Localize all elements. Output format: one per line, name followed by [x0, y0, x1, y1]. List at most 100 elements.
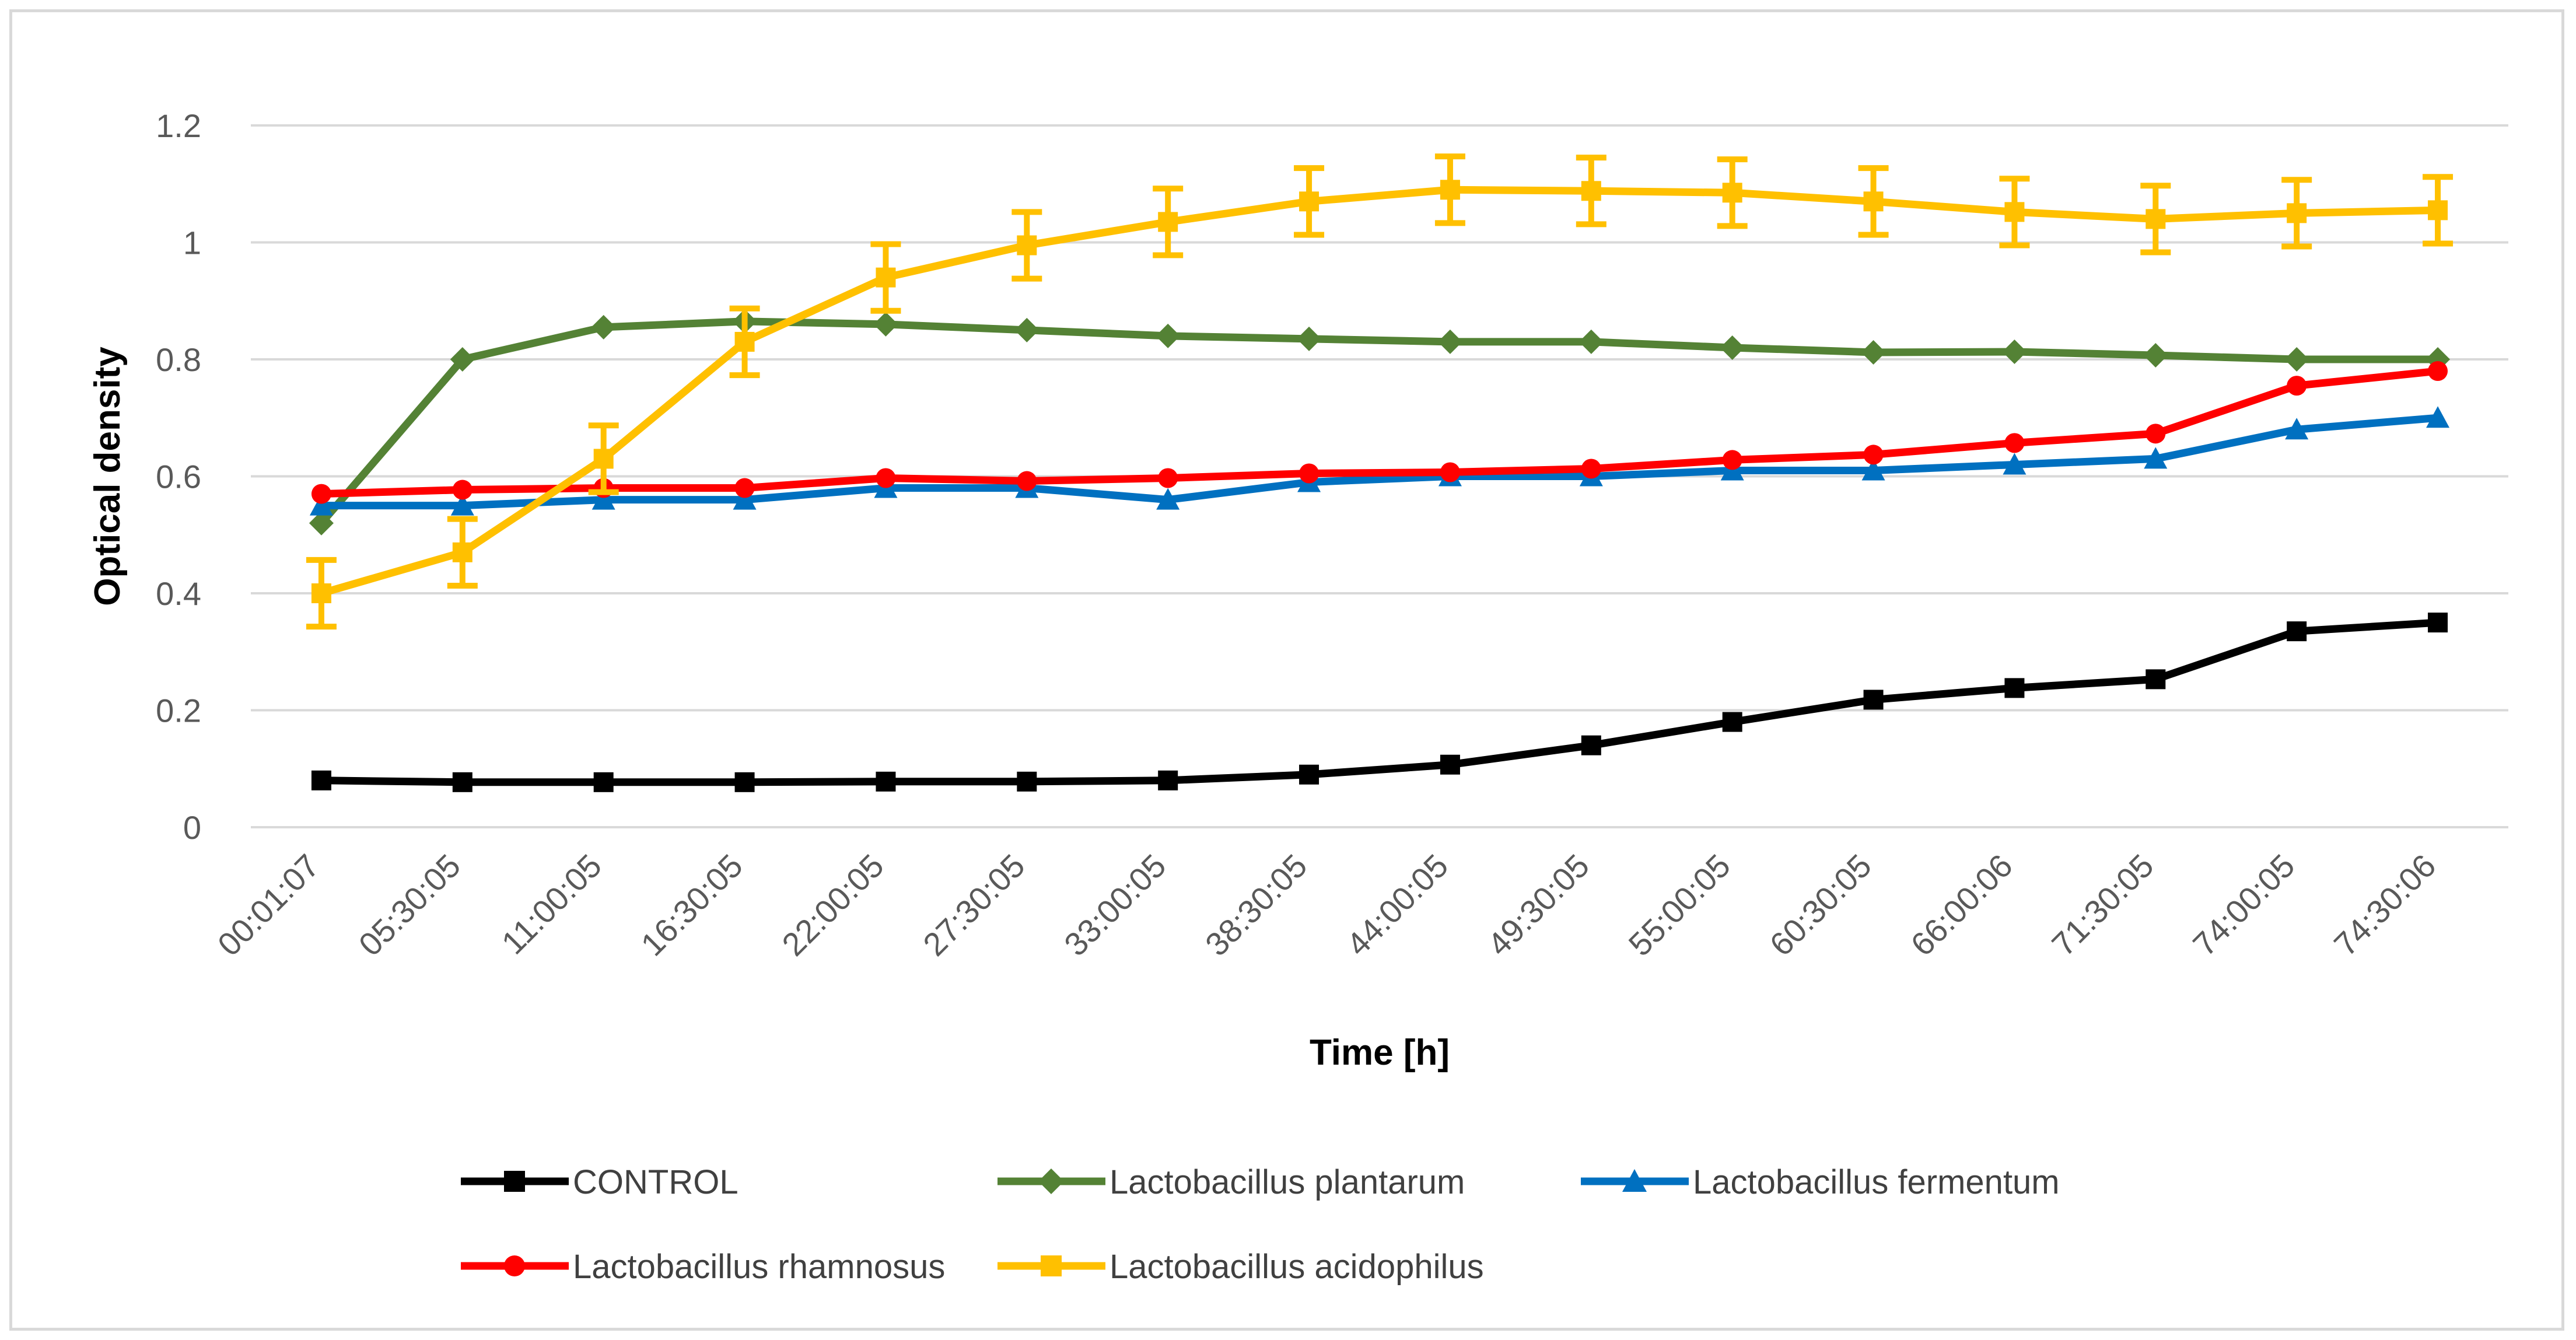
x-tick-label: 74:00:05	[2186, 847, 2302, 963]
legend-marker-lactobacillus-acidophilus	[1041, 1255, 1062, 1276]
control-point	[876, 771, 896, 792]
lactobacillus-plantarum-point	[2284, 347, 2309, 372]
control-point	[1299, 764, 1320, 785]
x-tick-label: 22:00:05	[775, 847, 891, 963]
lactobacillus-acidophilus-line	[317, 186, 2442, 597]
lactobacillus-fermentum-point	[1861, 459, 1885, 481]
lactobacillus-plantarum-point	[1014, 317, 1040, 342]
lactobacillus-acidophilus-point	[1299, 191, 1320, 212]
lactobacillus-rhamnosus-point	[1440, 462, 1460, 482]
lactobacillus-acidophilus-point	[734, 331, 755, 352]
lactobacillus-fermentum-point	[592, 488, 615, 510]
lactobacillus-fermentum-point	[309, 494, 333, 516]
lactobacillus-acidophilus-point	[1017, 235, 1037, 256]
lactobacillus-rhamnosus-point	[1581, 459, 1601, 479]
lactobacillus-rhamnosus-point	[1017, 471, 1037, 491]
lactobacillus-acidophilus-point	[593, 449, 614, 469]
lactobacillus-acidophilus-point	[2287, 203, 2307, 223]
lactobacillus-plantarum-point	[450, 347, 475, 372]
x-tick-label: 11:00:05	[494, 847, 608, 961]
x-tick-label: 44:00:05	[1339, 847, 1455, 963]
lactobacillus-rhamnosus-point	[311, 484, 331, 504]
lactobacillus-acidophilus-point	[1863, 191, 1884, 212]
control-point	[1017, 771, 1037, 792]
lactobacillus-rhamnosus-point	[1158, 468, 1178, 488]
x-tick-label: 55:00:05	[1621, 847, 1737, 963]
lactobacillus-plantarum-point	[873, 312, 898, 337]
lactobacillus-rhamnosus-point	[734, 478, 755, 498]
control-point	[311, 770, 331, 790]
lactobacillus-plantarum-point	[309, 510, 334, 536]
control-line	[317, 618, 2442, 786]
lactobacillus-fermentum-point	[2003, 453, 2027, 475]
legend-marker-control	[504, 1171, 525, 1192]
y-tick-label: 0.8	[156, 341, 201, 378]
control-point	[1158, 770, 1178, 790]
lactobacillus-rhamnosus-point	[2287, 376, 2307, 396]
lactobacillus-rhamnosus-point	[876, 468, 896, 488]
control-point	[2287, 621, 2307, 642]
legend-label-lactobacillus-plantarum: Lactobacillus plantarum	[1110, 1163, 1465, 1201]
lactobacillus-plantarum-point	[2143, 342, 2168, 368]
y-tick-label: 0	[183, 809, 201, 846]
legend-label-lactobacillus-acidophilus: Lactobacillus acidophilus	[1110, 1248, 1484, 1286]
lactobacillus-rhamnosus-point	[452, 480, 473, 500]
lactobacillus-fermentum-line	[317, 414, 2442, 510]
legend-marker-lactobacillus-fermentum	[1622, 1169, 1647, 1192]
y-tick-label: 0.4	[156, 575, 201, 612]
y-tick-label: 1.2	[156, 107, 201, 144]
control-point	[1863, 690, 1884, 710]
x-tick-label: 27:30:05	[916, 847, 1032, 963]
control-point	[1440, 754, 1460, 775]
y-tick-label: 1	[183, 225, 201, 261]
lactobacillus-plantarum-point	[1861, 340, 1886, 365]
lactobacillus-plantarum-point	[1720, 335, 1745, 360]
lactobacillus-acidophilus-point	[1722, 183, 1742, 203]
x-tick-label: 05:30:05	[352, 847, 468, 963]
lactobacillus-plantarum-point	[1156, 323, 1181, 348]
lactobacillus-fermentum-point	[2285, 418, 2309, 440]
lactobacillus-acidophilus-point	[2428, 200, 2448, 221]
lactobacillus-fermentum-point	[1156, 488, 1180, 510]
lactobacillus-fermentum-point	[2144, 447, 2168, 469]
lactobacillus-plantarum-point	[1297, 326, 1322, 351]
x-tick-label: 00:01:07	[211, 847, 327, 963]
y-tick-label: 0.6	[156, 459, 201, 495]
lactobacillus-acidophilus-point	[1158, 212, 1178, 232]
x-tick-label: 71:30:05	[2045, 847, 2161, 963]
lactobacillus-acidophilus-point	[311, 583, 331, 603]
x-axis-title: Time [h]	[1310, 1033, 1450, 1073]
x-tick-label: 74:30:06	[2327, 847, 2443, 963]
lactobacillus-acidophilus-point	[876, 267, 896, 288]
lactobacillus-acidophilus-point	[2004, 202, 2025, 222]
control-point	[1722, 712, 1742, 732]
lactobacillus-fermentum-point	[2426, 406, 2450, 428]
control-point	[593, 772, 614, 792]
y-tick-label: 0.2	[156, 692, 201, 729]
x-tick-label: 49:30:05	[1480, 847, 1597, 963]
legend-marker-lactobacillus-plantarum	[1038, 1168, 1064, 1194]
x-tick-label: 16:30:05	[634, 847, 750, 963]
lactobacillus-rhamnosus-line	[317, 367, 2442, 498]
lactobacillus-acidophilus-point	[1440, 180, 1460, 200]
lactobacillus-acidophilus-point	[2146, 209, 2166, 229]
x-tick-label: 60:30:05	[1762, 847, 1878, 963]
lactobacillus-rhamnosus-point	[1299, 463, 1320, 484]
x-tick-label: 38:30:05	[1198, 847, 1314, 963]
control-point	[2146, 669, 2166, 690]
control-point	[452, 772, 473, 792]
lactobacillus-fermentum-point	[450, 494, 474, 516]
lactobacillus-rhamnosus-point	[1863, 445, 1884, 465]
control-point	[1581, 735, 1601, 755]
x-tick-label: 33:00:05	[1057, 847, 1173, 963]
lactobacillus-rhamnosus-point	[1722, 450, 1742, 470]
lactobacillus-rhamnosus-point	[2428, 361, 2448, 382]
legend-label-lactobacillus-fermentum: Lactobacillus fermentum	[1693, 1163, 2060, 1201]
y-axis-title: Optical density	[88, 347, 128, 606]
lactobacillus-acidophilus-point	[1581, 181, 1601, 201]
legend-label-control: CONTROL	[573, 1163, 738, 1201]
control-point	[734, 772, 755, 792]
control-point	[2428, 613, 2448, 633]
lactobacillus-plantarum-point	[2002, 339, 2027, 364]
